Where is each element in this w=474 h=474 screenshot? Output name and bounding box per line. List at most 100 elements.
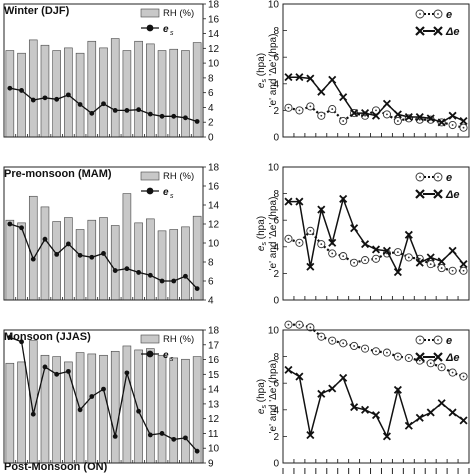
- es-point: [159, 431, 165, 436]
- rh-bar: [64, 361, 73, 464]
- legend-es-subscript: s: [170, 356, 174, 363]
- series-delta-e-point: [382, 432, 391, 441]
- legend-rh-label: RH (%): [163, 8, 194, 19]
- y-right-tick-label: 2: [208, 118, 214, 129]
- legend-e-marker-left-center: [419, 339, 421, 341]
- rh-bar: [192, 356, 202, 464]
- y-tick-label: 4: [273, 79, 279, 90]
- y-tick-label: 6: [273, 216, 279, 227]
- y-axis-label-sub: s: [261, 405, 268, 409]
- es-point: [77, 407, 83, 413]
- es-point: [171, 278, 177, 284]
- legend-es-dot: [146, 187, 154, 195]
- y-right-tick-label: 11: [208, 429, 219, 440]
- series-delta-e-point: [415, 413, 424, 422]
- legend-es-dot: [146, 24, 154, 32]
- y-tick-label: 10: [268, 0, 280, 11]
- rh-bar: [146, 348, 155, 464]
- legend-es-label: e: [163, 187, 169, 198]
- es-point: [54, 96, 60, 102]
- legend-rh-swatch: [140, 171, 160, 181]
- series-delta-e-line: [288, 369, 464, 439]
- series-delta-e-point: [284, 197, 293, 206]
- legend-delta-e-marker-right: [433, 352, 443, 362]
- rh-bar: [110, 350, 120, 464]
- series-delta-e-point: [426, 114, 435, 123]
- series-e-line: [288, 229, 464, 272]
- legend-delta-e-label: Δe: [445, 189, 460, 201]
- bar-panel-3: 9 10 11 12 13 14 15 16 17 18 Monsoon (JJAS) RH (%) e…: [3, 326, 220, 470]
- rh-bar: [157, 354, 167, 464]
- series-delta-e-point: [448, 111, 457, 120]
- line-panel-frame: [282, 329, 470, 464]
- series-e-point-center: [298, 323, 301, 326]
- es-point: [147, 111, 153, 117]
- rh-bar: [40, 354, 50, 464]
- y-tick-label: 10: [268, 326, 280, 337]
- series-e-point-center: [396, 120, 399, 122]
- rh-bar: [75, 52, 85, 138]
- es-point: [136, 270, 142, 275]
- es-point: [77, 252, 83, 258]
- series-e-point-center: [375, 350, 377, 353]
- series-delta-e-point: [393, 268, 402, 277]
- rh-bar: [87, 219, 97, 301]
- series-e-point-center: [418, 359, 421, 362]
- rh-bar: [169, 229, 179, 301]
- y-axis-label-second: 'e' and 'Δe' (hpa): [268, 197, 279, 271]
- series-delta-e-point: [404, 230, 413, 239]
- y-right-tick-label: 4: [208, 296, 214, 307]
- rh-bar: [64, 217, 73, 301]
- series-e-point-center: [429, 263, 432, 265]
- y-right-tick-label: 8: [208, 73, 214, 84]
- rh-bar: [87, 40, 97, 138]
- series-delta-e-point: [459, 117, 468, 126]
- series-delta-e-point: [361, 405, 370, 414]
- series-delta-e-point: [328, 384, 337, 393]
- es-point: [194, 286, 200, 291]
- y-axis-label: es (hpa): [256, 379, 268, 414]
- y-axis-label-main: e: [256, 408, 267, 414]
- y-tick-label: 8: [273, 352, 279, 363]
- series-delta-e-point: [284, 365, 293, 374]
- es-point: [112, 108, 118, 113]
- series-e-point-center: [298, 241, 301, 244]
- rh-bar: [122, 345, 132, 464]
- rh-bar: [99, 217, 108, 301]
- y-right-tick-label: 10: [208, 59, 220, 70]
- series-e-point-center: [309, 326, 312, 329]
- es-point: [183, 273, 188, 279]
- y-right-tick-label: 12: [208, 414, 220, 425]
- es-point: [124, 108, 130, 113]
- y-right-tick-label: 16: [208, 14, 220, 25]
- series-delta-e-point: [317, 87, 326, 96]
- es-point: [183, 115, 188, 121]
- es-point: [42, 364, 48, 370]
- bar-panel-frame: [3, 3, 204, 138]
- series-e-point-center: [287, 106, 290, 109]
- es-point: [101, 251, 106, 256]
- series-e-point-center: [320, 114, 323, 117]
- es-point: [194, 119, 200, 124]
- rh-bar: [5, 219, 15, 301]
- legend-e-marker-right-center: [437, 13, 439, 15]
- series-delta-e-point: [284, 73, 293, 82]
- es-point: [42, 236, 48, 242]
- series-delta-e-point: [306, 74, 315, 83]
- bar-panel-frame: [3, 166, 204, 301]
- series-delta-e-point: [350, 403, 359, 412]
- series-delta-e-point: [350, 224, 359, 233]
- series-delta-e-point: [328, 238, 337, 247]
- legend-es-subscript: s: [170, 193, 174, 200]
- series-e-point-center: [451, 269, 454, 272]
- series-e-point-center: [309, 105, 312, 108]
- rh-bar: [110, 38, 120, 138]
- series-delta-e-point: [393, 385, 402, 394]
- series-e-point-center: [364, 114, 366, 117]
- es-point: [7, 221, 13, 227]
- bar-panel-2: 4 6 8 10 12 14 16 18 Pre-monsoon (MAM) RH (%) e s: [3, 163, 220, 307]
- series-delta-e-point: [437, 118, 446, 127]
- series-delta-e-point: [426, 408, 435, 417]
